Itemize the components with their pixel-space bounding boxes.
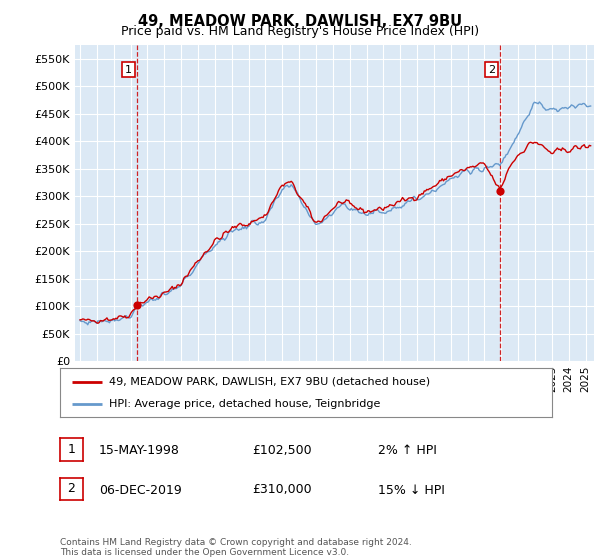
Text: £102,500: £102,500 xyxy=(252,444,311,458)
Point xyxy=(132,300,142,309)
Text: 15% ↓ HPI: 15% ↓ HPI xyxy=(378,483,445,497)
Text: 06-DEC-2019: 06-DEC-2019 xyxy=(99,483,182,497)
Text: 15-MAY-1998: 15-MAY-1998 xyxy=(99,444,180,458)
Text: 2: 2 xyxy=(488,64,495,74)
Text: Price paid vs. HM Land Registry's House Price Index (HPI): Price paid vs. HM Land Registry's House … xyxy=(121,25,479,38)
Text: 49, MEADOW PARK, DAWLISH, EX7 9BU (detached house): 49, MEADOW PARK, DAWLISH, EX7 9BU (detac… xyxy=(109,377,430,387)
Text: 2% ↑ HPI: 2% ↑ HPI xyxy=(378,444,437,458)
Text: HPI: Average price, detached house, Teignbridge: HPI: Average price, detached house, Teig… xyxy=(109,399,380,409)
Text: 49, MEADOW PARK, DAWLISH, EX7 9BU: 49, MEADOW PARK, DAWLISH, EX7 9BU xyxy=(138,14,462,29)
Text: 1: 1 xyxy=(125,64,132,74)
Text: Contains HM Land Registry data © Crown copyright and database right 2024.
This d: Contains HM Land Registry data © Crown c… xyxy=(60,538,412,557)
Text: 2: 2 xyxy=(67,482,76,496)
Text: £310,000: £310,000 xyxy=(252,483,311,497)
Text: 1: 1 xyxy=(67,443,76,456)
Point xyxy=(495,186,505,195)
